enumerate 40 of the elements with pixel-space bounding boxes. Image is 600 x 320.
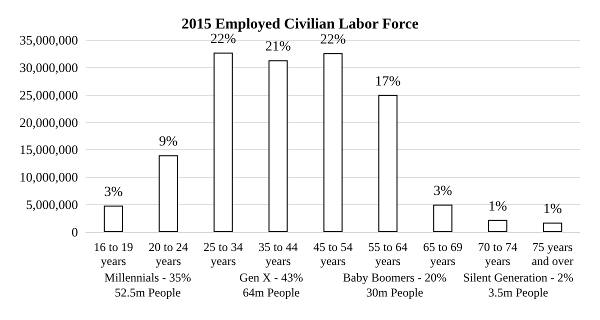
annotation: 22%	[320, 32, 346, 48]
annotation: 3%	[104, 185, 124, 200]
text: Millennials - 35% 52.5m People	[104, 270, 192, 300]
bar	[433, 204, 452, 232]
x-tick-label: 45 to 54 years	[313, 240, 353, 268]
text: Silent Generation - 2% 3.5m People	[463, 270, 574, 300]
x-tick-label: 25 to 34 years	[204, 240, 243, 268]
x-tick-label: 16 to 19 years	[94, 240, 134, 268]
bar	[158, 155, 178, 232]
annotation: 1%	[488, 199, 508, 214]
y-tick-label: 0	[72, 224, 78, 240]
annotation: 17%	[375, 74, 402, 90]
x-tick-label: 20 to 24 years	[148, 240, 188, 268]
x-tick-label: 65 to 69 years	[423, 240, 462, 268]
bar	[378, 94, 398, 232]
annotation: 9%	[158, 134, 178, 150]
y-tick-label: 5,000,000	[26, 197, 78, 212]
annotation: 22%	[210, 32, 236, 48]
bar	[323, 53, 343, 232]
y-tick-label: 25,000,000	[20, 87, 78, 102]
bar	[542, 222, 562, 232]
bar	[488, 220, 508, 232]
text: Gen X - 43% 64m People	[239, 270, 304, 300]
x-tick-label: 70 to 74 years	[478, 240, 518, 268]
x-tick-label: 75 years and over	[532, 240, 574, 268]
bar	[104, 206, 124, 232]
bar	[268, 60, 288, 232]
y-tick-label: 15,000,000	[20, 142, 78, 158]
y-tick-label: 35,000,000	[20, 32, 78, 48]
y-tick-label: 30,000,000	[20, 60, 78, 75]
x-tick-label: 55 to 64 years	[368, 240, 408, 268]
annotation: 1%	[543, 202, 562, 218]
y-tick-label: 20,000,000	[20, 114, 78, 130]
annotation: 3%	[433, 184, 452, 200]
annotation: 21%	[265, 40, 292, 55]
bar	[214, 52, 233, 232]
chart-title: 2015 Employed Civilian Labor Force	[182, 16, 419, 32]
text: Baby Boomers - 20% 30m People	[342, 270, 447, 300]
y-tick-label: 10,000,000	[20, 170, 78, 185]
x-tick-label: 35 to 44 years	[258, 240, 298, 268]
